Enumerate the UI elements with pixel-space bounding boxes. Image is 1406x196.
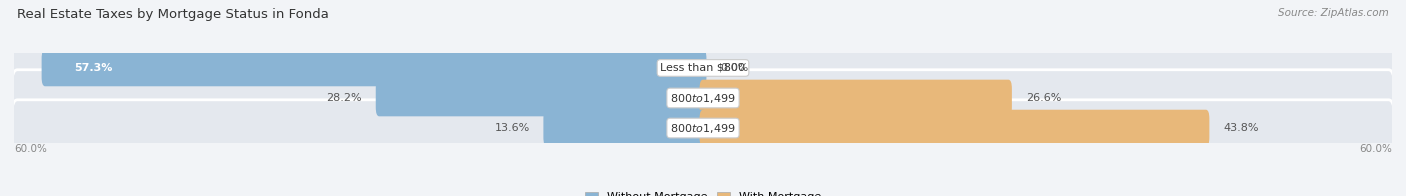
- Text: Source: ZipAtlas.com: Source: ZipAtlas.com: [1278, 8, 1389, 18]
- FancyBboxPatch shape: [375, 80, 706, 116]
- FancyBboxPatch shape: [11, 70, 1395, 126]
- Text: $800 to $1,499: $800 to $1,499: [671, 122, 735, 134]
- FancyBboxPatch shape: [543, 110, 706, 146]
- FancyBboxPatch shape: [11, 40, 1395, 96]
- FancyBboxPatch shape: [700, 110, 1209, 146]
- Text: 26.6%: 26.6%: [1025, 93, 1062, 103]
- Text: 28.2%: 28.2%: [326, 93, 361, 103]
- FancyBboxPatch shape: [42, 50, 706, 86]
- FancyBboxPatch shape: [700, 80, 1012, 116]
- Text: 60.0%: 60.0%: [14, 144, 46, 154]
- Text: $800 to $1,499: $800 to $1,499: [671, 92, 735, 104]
- Text: 13.6%: 13.6%: [495, 123, 530, 133]
- FancyBboxPatch shape: [11, 100, 1395, 156]
- Text: 60.0%: 60.0%: [1360, 144, 1392, 154]
- Text: 43.8%: 43.8%: [1223, 123, 1258, 133]
- Text: Real Estate Taxes by Mortgage Status in Fonda: Real Estate Taxes by Mortgage Status in …: [17, 8, 329, 21]
- Legend: Without Mortgage, With Mortgage: Without Mortgage, With Mortgage: [585, 192, 821, 196]
- Text: 0.0%: 0.0%: [720, 63, 748, 73]
- Text: Less than $800: Less than $800: [661, 63, 745, 73]
- Text: 57.3%: 57.3%: [73, 63, 112, 73]
